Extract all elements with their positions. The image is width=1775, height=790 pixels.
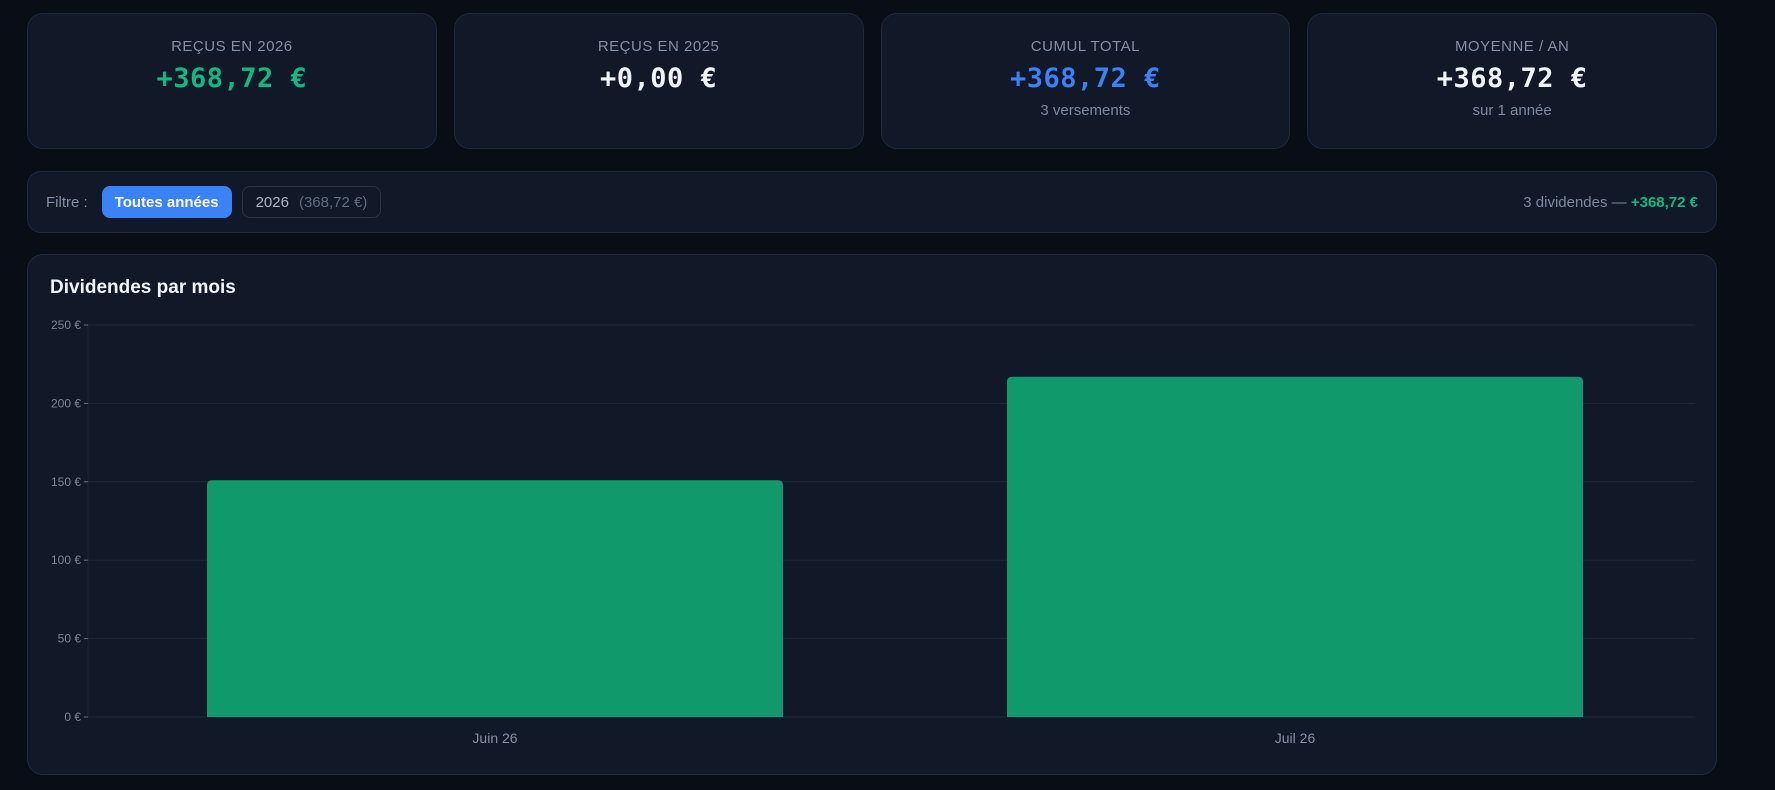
stat-card-received-2025: REÇUS EN 2025 +0,00 €	[453, 13, 864, 149]
stat-sub: sur 1 année	[1472, 102, 1552, 119]
bar	[207, 480, 783, 717]
y-tick-label: 200 €	[51, 396, 81, 410]
stat-card-received-2026: REÇUS EN 2026 +368,72 €	[27, 13, 437, 149]
y-tick-label: 150 €	[51, 475, 81, 489]
y-tick-label: 50 €	[58, 632, 82, 646]
filter-label: Filtre :	[46, 193, 88, 211]
filter-year-amount: (368,72 €)	[298, 193, 368, 211]
stat-sub: 3 versements	[1040, 102, 1131, 119]
bar	[1007, 376, 1583, 717]
filter-year-label: 2026	[255, 193, 289, 211]
stat-value: +368,72 €	[156, 63, 308, 94]
stat-card-average: MOYENNE / AN +368,72 € sur 1 année	[1307, 13, 1717, 149]
y-tick-label: 0 €	[64, 710, 81, 724]
y-tick-label: 100 €	[51, 553, 81, 567]
x-tick-label: Juin 26	[472, 730, 517, 746]
monthly-dividends-chart-card: Dividendes par mois 0 € 50 € 100 € 150 € 200…	[27, 254, 1717, 775]
filter-all-years-button[interactable]: Toutes années	[101, 186, 232, 218]
stats-row: REÇUS EN 2026 +368,72 € REÇUS EN 2025 +0…	[27, 13, 1717, 149]
stat-value: +368,72 €	[1009, 63, 1161, 94]
stat-value: +0,00 €	[599, 63, 718, 94]
stat-label: REÇUS EN 2025	[597, 38, 720, 55]
chart-title: Dividendes par mois	[50, 277, 236, 298]
filter-summary-amount: +368,72 €	[1630, 193, 1698, 211]
monthly-dividends-chart: 0 € 50 € 100 € 150 € 200 € 250 € Juin 26 Juil 2…	[51, 318, 1695, 746]
filter-summary: 3 dividendes — +368,72 €	[1523, 194, 1698, 211]
filter-summary-count: 3 dividendes —	[1523, 193, 1627, 211]
stat-value: +368,72 €	[1436, 63, 1588, 94]
stat-label: REÇUS EN 2026	[171, 38, 293, 55]
filter-bar: Filtre : Toutes années 2026 (368,72 €) 3…	[27, 171, 1717, 233]
filter-year-2026-button[interactable]: 2026 (368,72 €)	[241, 186, 382, 218]
stat-card-total: CUMUL TOTAL +368,72 € 3 versements	[880, 13, 1291, 149]
x-tick-label: Juil 26	[1275, 730, 1316, 746]
y-tick-label: 250 €	[51, 318, 81, 332]
stat-label: CUMUL TOTAL	[1030, 38, 1140, 55]
stat-label: MOYENNE / AN	[1454, 38, 1570, 55]
